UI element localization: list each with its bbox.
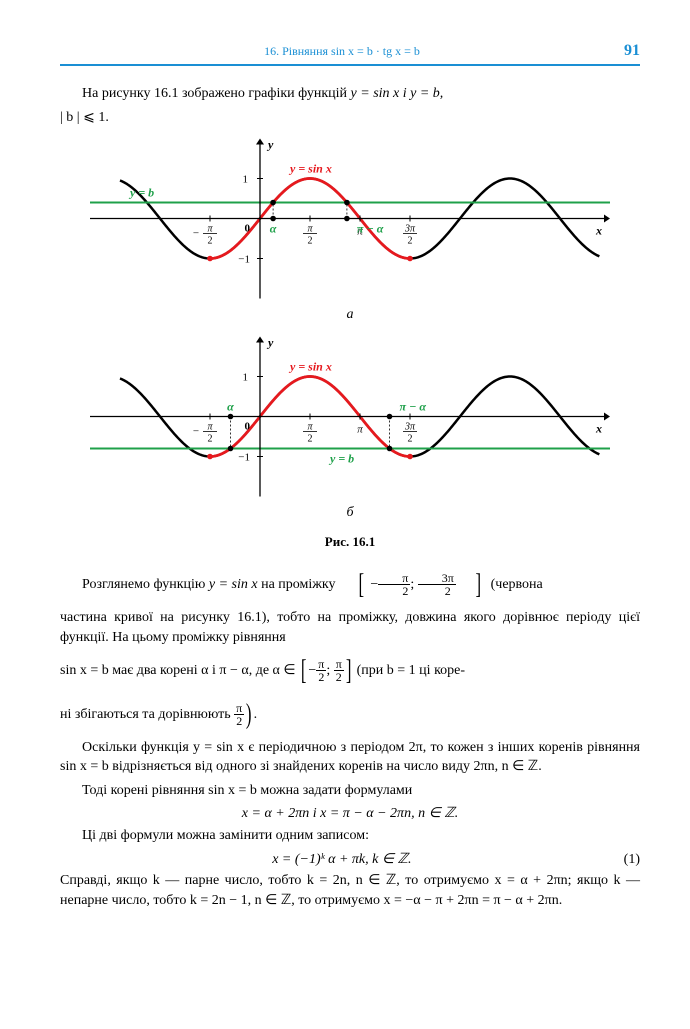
svg-text:y = b: y = b	[328, 452, 354, 466]
svg-text:π: π	[207, 223, 213, 234]
header-title: 16. Рі­в­няння sin x = b · tg x = b	[60, 43, 624, 60]
svg-text:2: 2	[208, 235, 213, 246]
svg-text:2: 2	[408, 235, 413, 246]
formula-2-row: x = (−1)ᵏ α + πk, k ∈ ℤ. (1)	[60, 850, 640, 870]
svg-text:y: y	[266, 336, 274, 350]
svg-text:π: π	[357, 424, 363, 436]
graph-b: 1−10−π2π2π3π2απ − αy = sin xy = byx	[90, 334, 610, 499]
svg-text:1: 1	[243, 173, 249, 185]
lbracket-1: [	[345, 565, 364, 604]
para-2: частина кривої на рисунку 16.1), тобто н…	[60, 608, 640, 647]
p4b: .	[254, 706, 258, 721]
graph-a-sublabel: а	[60, 305, 640, 325]
eq-number: (1)	[624, 850, 640, 870]
svg-text:−: −	[193, 426, 199, 438]
lbracket-2: [	[301, 651, 307, 690]
svg-text:y = sin x: y = sin x	[288, 360, 332, 374]
p3a: sin x = b має два корені α і π − α, де α…	[60, 663, 299, 678]
p1c: (червона	[487, 577, 543, 592]
svg-text:−1: −1	[238, 253, 250, 265]
svg-text:0: 0	[245, 421, 251, 433]
rparen-1: )	[246, 695, 252, 734]
p7: Ці дві формули можна замінити одним запи…	[82, 828, 369, 843]
svg-text:x: x	[595, 223, 602, 237]
p1b: на проміжку	[258, 577, 339, 592]
header-rule	[60, 64, 640, 66]
para-5: Оскільки функція y = sin x є періодичною…	[60, 738, 640, 777]
frac-pi2-b: π2	[316, 658, 326, 683]
svg-text:3π: 3π	[404, 223, 416, 234]
p4a: ні збігаються та дорівнюють	[60, 706, 234, 721]
p8: Справді, якщо k — парне число, тобто k =…	[60, 873, 640, 908]
graph-a: 1−10−π2π2π3π2απ − αy = sin xy = byx	[90, 136, 610, 301]
para-4: ні збігаються та дорівнюють π2).	[60, 695, 640, 734]
figure-caption: Рис. 16.1	[60, 533, 640, 551]
svg-text:2: 2	[408, 434, 413, 445]
svg-text:1: 1	[243, 372, 249, 384]
svg-text:2: 2	[208, 434, 213, 445]
rbracket-2: ]	[346, 651, 352, 690]
svg-text:π: π	[307, 422, 313, 433]
intro-constraint: | b | ⩽ 1.	[60, 108, 640, 128]
svg-text:π − α: π − α	[357, 221, 384, 235]
svg-text:π: π	[307, 223, 313, 234]
para-7: Ці дві формули можна замінити одним запи…	[60, 826, 640, 846]
svg-text:2: 2	[308, 434, 313, 445]
frac-pi2-d: π2	[234, 702, 244, 727]
page-header: 16. Рі­в­няння sin x = b · tg x = b 91	[60, 40, 640, 62]
page-number: 91	[624, 40, 640, 62]
p1a: Розглянемо функцію	[82, 577, 209, 592]
svg-text:y = sin x: y = sin x	[288, 161, 332, 175]
p2: частина кривої на рисунку 16.1), тобто н…	[60, 610, 640, 645]
para-8: Справді, якщо k — парне число, тобто k =…	[60, 871, 640, 910]
frac-pi2-a: π2	[378, 572, 410, 597]
intro-paragraph: На рисунку 16.1 зображено графіки функці…	[60, 84, 640, 104]
intro-text: На рисунку 16.1 зображено графіки функці…	[82, 86, 351, 101]
rbracket-1: ]	[462, 565, 481, 604]
graph-b-wrap: 1−10−π2π2π3π2απ − αy = sin xy = byx	[60, 334, 640, 499]
svg-text:y = b: y = b	[128, 185, 154, 199]
svg-text:2: 2	[308, 235, 313, 246]
svg-text:−1: −1	[238, 452, 250, 464]
intro-math: y = sin x і y = b,	[351, 86, 444, 101]
svg-text:x: x	[595, 422, 602, 436]
p5: Оскільки функція y = sin x є періодичною…	[60, 740, 640, 775]
graph-a-wrap: 1−10−π2π2π3π2απ − αy = sin xy = byx	[60, 136, 640, 301]
para-1: Розглянемо функцію y = sin x на проміжку…	[60, 565, 640, 604]
frac-pi2-c: π2	[334, 658, 344, 683]
p6: Тоді корені рівняння sin x = b можна зад…	[82, 783, 412, 798]
para-6: Тоді корені рівняння sin x = b можна зад…	[60, 781, 640, 801]
svg-text:y: y	[266, 137, 274, 151]
svg-text:π − α: π − α	[400, 400, 427, 414]
p3b: (при b = 1 ці коре-	[353, 663, 465, 678]
svg-text:3π: 3π	[404, 422, 416, 433]
svg-text:π: π	[207, 422, 213, 433]
para-3: sin x = b має два корені α і π − α, де α…	[60, 651, 640, 690]
frac-3pi2-a: 3π2	[418, 572, 456, 597]
graph-b-sublabel: б	[60, 503, 640, 523]
svg-text:−: −	[193, 227, 199, 239]
intro-bound: | b | ⩽ 1.	[60, 110, 109, 125]
formula-1: x = α + 2πn і x = π − α − 2πn, n ∈ ℤ.	[60, 804, 640, 824]
svg-text:α: α	[270, 221, 277, 235]
formula-2: x = (−1)ᵏ α + πk, k ∈ ℤ.	[272, 852, 411, 867]
svg-text:0: 0	[245, 222, 251, 234]
p1m1: y = sin x	[209, 577, 258, 592]
svg-text:α: α	[227, 400, 234, 414]
